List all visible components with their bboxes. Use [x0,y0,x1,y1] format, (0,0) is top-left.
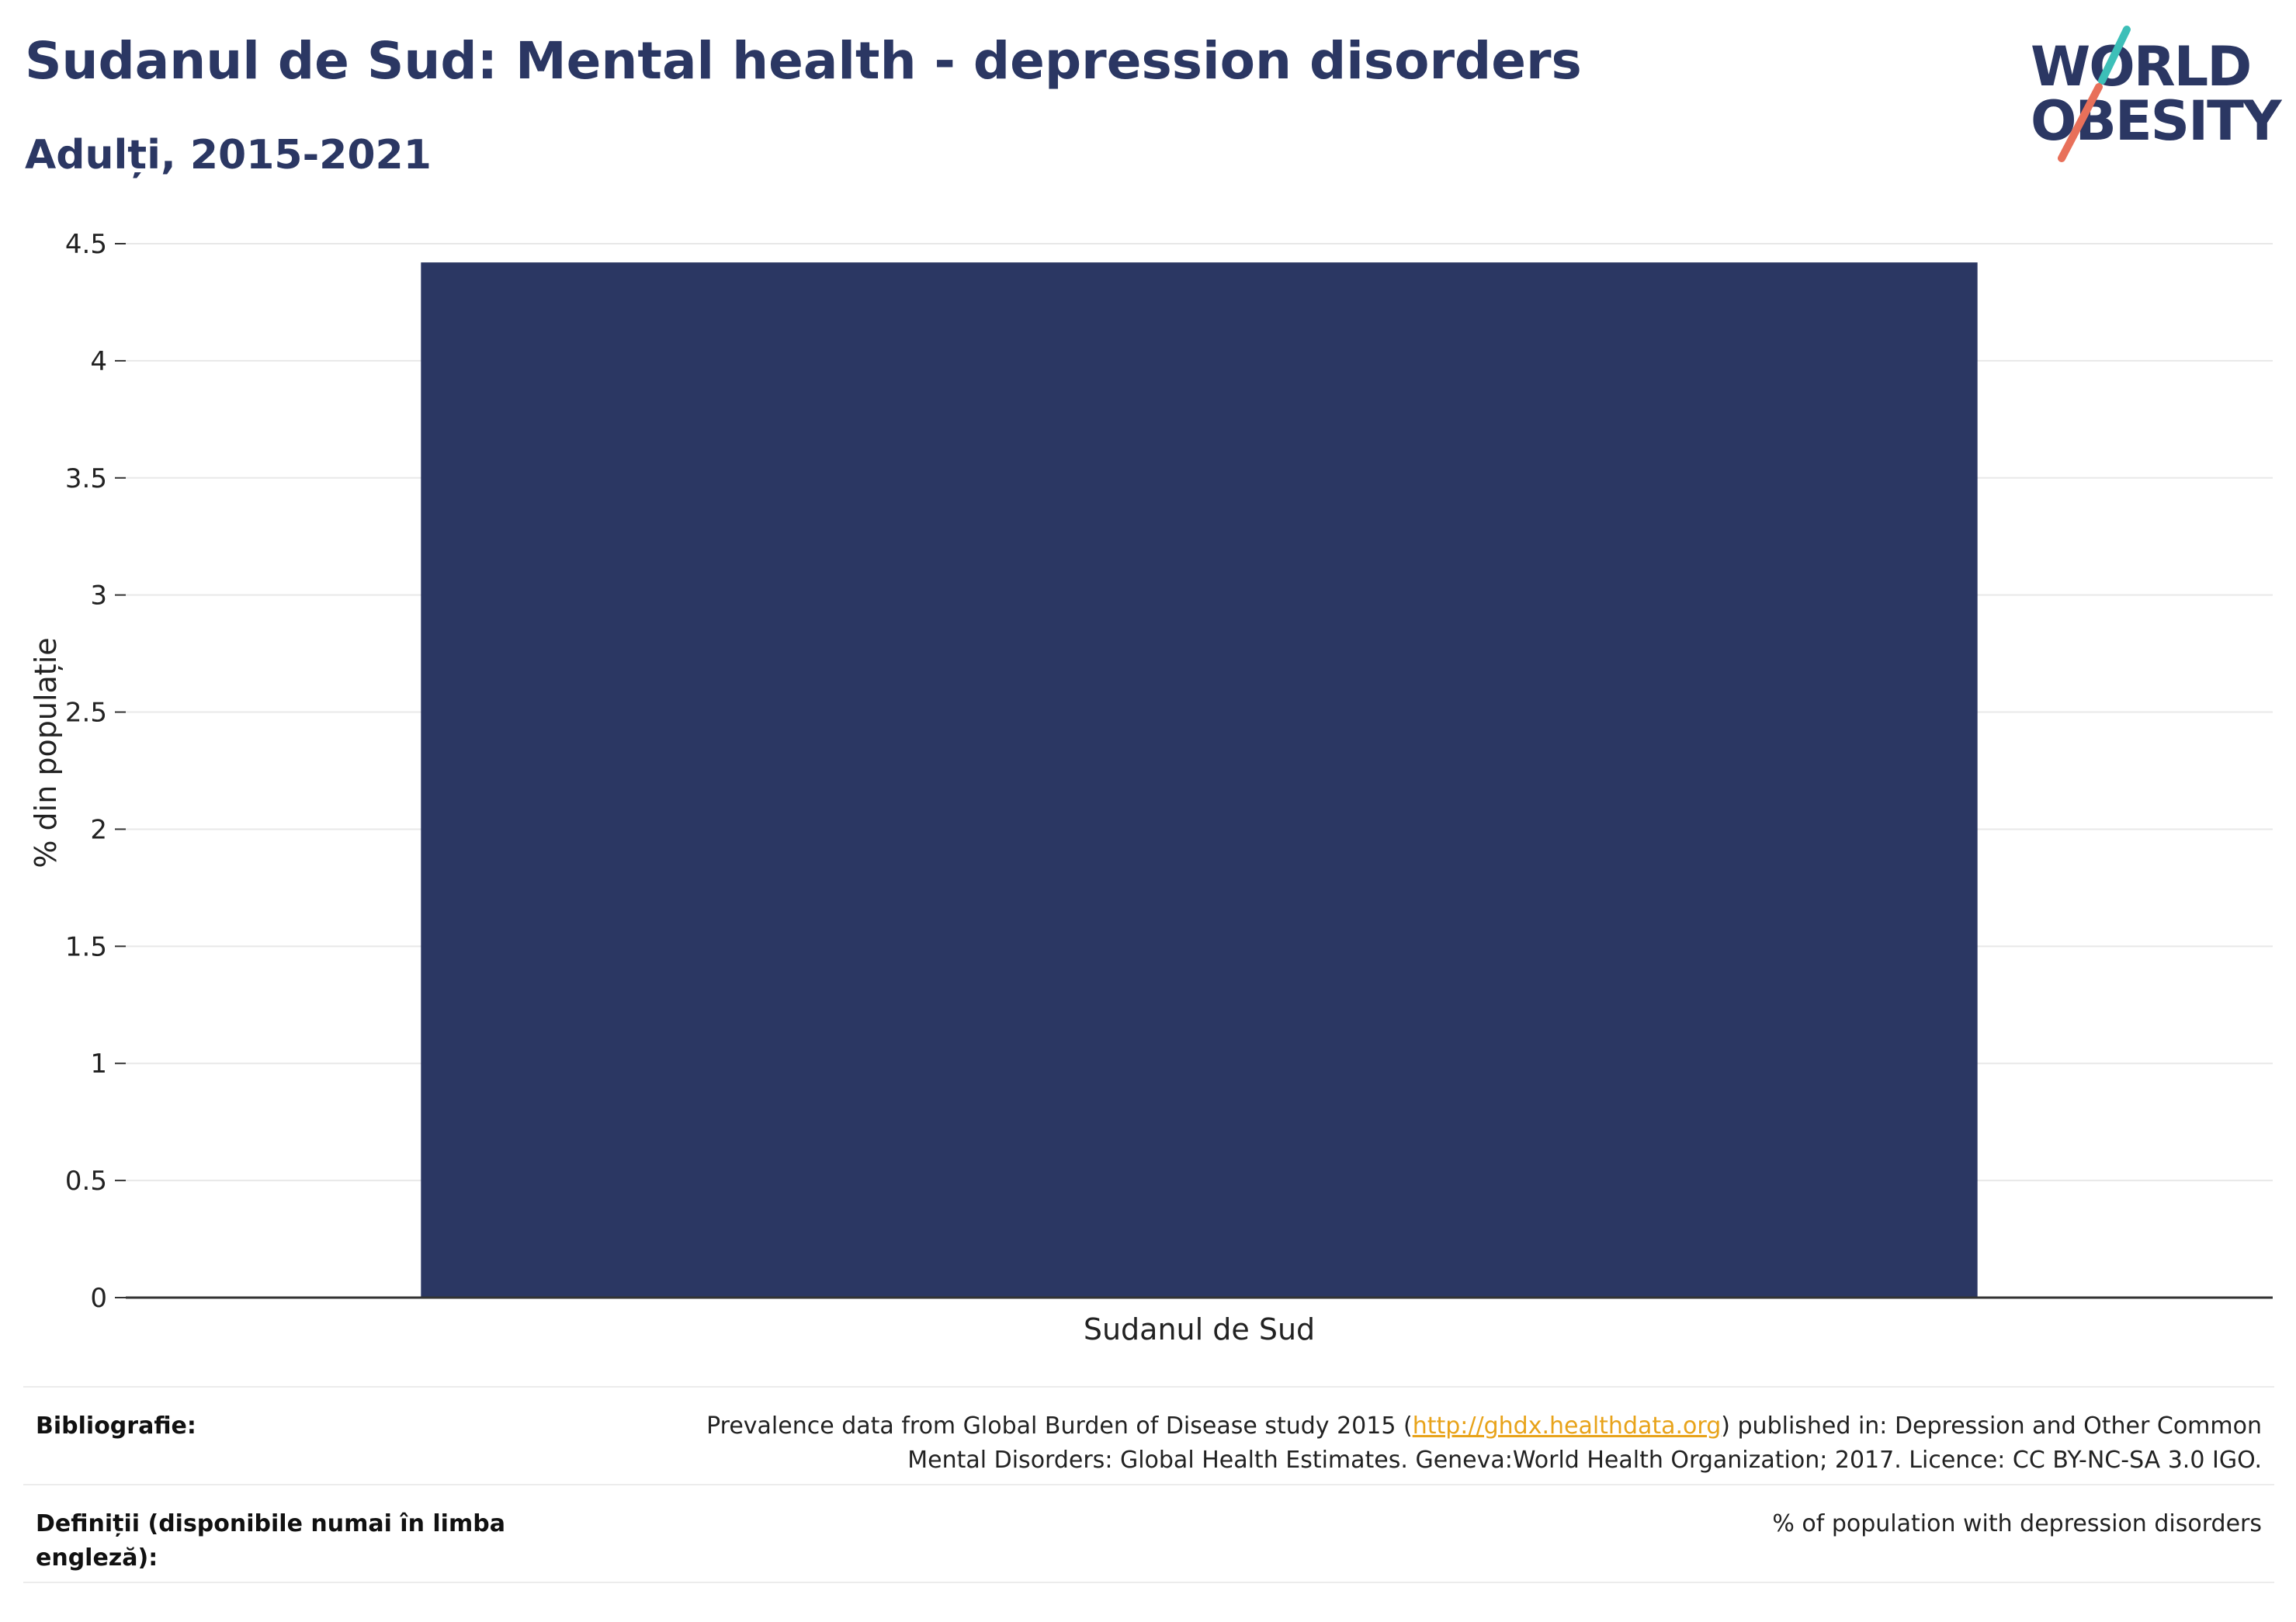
bibliography-link[interactable]: http://ghdx.healthdata.org [1412,1412,1722,1440]
y-axis-ticks: 0 0.5 1 1.5 2 2.5 3 3.5 4 4.5 [65,229,126,1314]
y-tick-label-1: 0.5 [65,1166,107,1197]
y-tick-label-3: 1.5 [65,931,107,962]
bibliography-post: ) published in: Depression and Other Com… [1721,1412,2262,1440]
y-axis-label: % din populație [29,637,63,868]
y-tick-label-0: 0 [90,1283,107,1314]
definitions-label: Definiții (disponibile numai în limba en… [36,1510,505,1572]
bibliography-row: Bibliografie: Prevalence data from Globa… [23,1386,2274,1484]
logo-word-world: WORLD [2031,35,2250,99]
x-axis-ticks: Sudanul de Sud [1084,1312,1315,1346]
bibliography-label: Bibliografie: [36,1412,196,1440]
y-tick-label-9: 4.5 [65,229,107,260]
y-tick-label-6: 3 [90,581,107,612]
world-obesity-logo: WORLD OBESITY [2031,26,2282,162]
logo-slash-top [2098,26,2131,85]
bar-0[interactable] [421,262,1978,1298]
logo-slash-bottom [2058,83,2103,162]
bibliography-text: Prevalence data from Global Burden of Di… [554,1409,2262,1478]
chart-title: Sudanul de Sud: Mental health - depressi… [25,31,1582,91]
x-tick-label-0: Sudanul de Sud [1084,1312,1315,1346]
y-tick-label-7: 3.5 [65,463,107,494]
y-tick-label-4: 2 [90,814,107,845]
bar-chart: 0 0.5 1 1.5 2 2.5 3 3.5 4 4.5 Sudanul de Sud % di… [29,229,2273,1346]
y-tick-label-5: 2.5 [65,698,107,729]
chart-subtitle: Adulți, 2015-2021 [25,132,432,178]
bibliography-pre: Prevalence data from Global Burden of Di… [706,1412,1413,1440]
definitions-row: Definiții (disponibile numai în limba en… [23,1484,2274,1582]
y-tick-label-8: 4 [90,346,107,377]
bibliography-line2: Mental Disorders: Global Health Estimate… [907,1447,2262,1474]
y-tick-label-2: 1 [90,1048,107,1080]
bars [421,262,1978,1298]
footer-bottom-rule [23,1582,2274,1583]
definitions-text: % of population with depression disorder… [1772,1510,2262,1537]
